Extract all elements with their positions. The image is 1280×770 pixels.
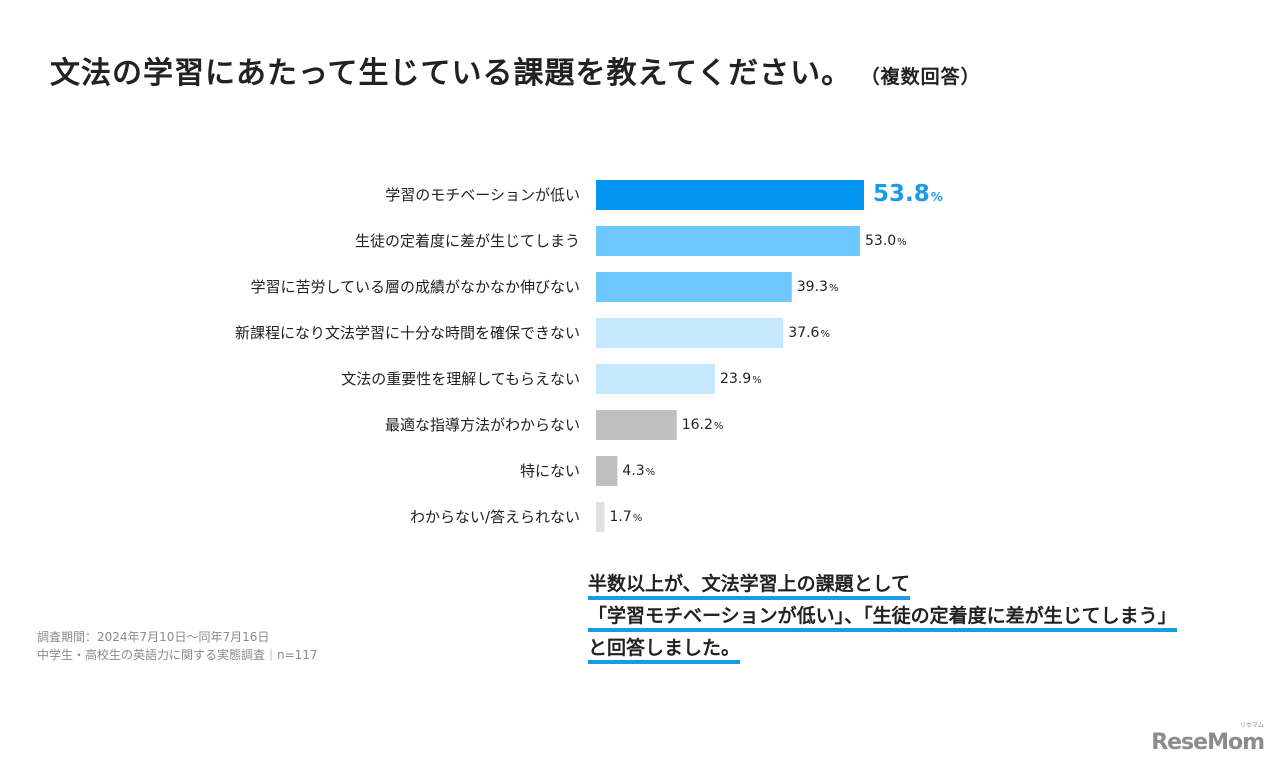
bar-6 [596, 410, 677, 440]
chart-subtitle: （複数回答） [870, 66, 981, 88]
category-label: 文法の重要性を理解してもらえない [341, 370, 580, 388]
chart-title: 文法の学習にあたって生じている課題を教えてください。 [50, 56, 853, 91]
resemom-logo: ReseMom リセマム [1151, 722, 1265, 755]
value-label: 1.7% [609, 509, 643, 525]
category-label: わからない/答えられない [409, 508, 580, 526]
value-label: 16.2% [681, 417, 724, 433]
category-label: 学習に苦労している層の成績がなかなか伸びない [250, 278, 580, 296]
value-label: 39.3% [796, 279, 839, 295]
summary-line-1: 半数以上が、文法学習上の課題として [588, 568, 1177, 600]
value-label: 37.6% [788, 325, 830, 341]
category-label: 最適な指導方法がわからない [384, 416, 580, 434]
bar-4 [596, 318, 784, 348]
page-title: 文法の学習にあたって生じている課題を教えてください。 （複数回答） [50, 48, 981, 92]
bar-8 [596, 502, 605, 532]
bar-2 [596, 226, 861, 256]
summary-line-3: と回答しました。 [588, 632, 1177, 664]
survey-info: 中学生・高校生の英語力に関する実態調査｜n=117 [37, 648, 318, 662]
value-label: 23.9% [720, 371, 762, 387]
summary-text: 半数以上が、文法学習上の課題として 「学習モチベーションが低い」、「生徒の定着度… [588, 568, 1177, 664]
value-label: 53.0% [865, 233, 907, 249]
category-label: 特にない [519, 462, 580, 480]
value-label: 53.8% [873, 181, 943, 207]
bar-1 [596, 180, 864, 210]
value-label: 4.3% [622, 463, 656, 479]
bar-7 [596, 456, 618, 486]
category-label: 新課程になり文法学習に十分な時間を確保できない [234, 324, 580, 342]
bar-5 [596, 364, 716, 394]
survey-period: 調査期間：2024年7月10日～同年7月16日 [37, 630, 270, 644]
summary-line-2: 「学習モチベーションが低い」、「生徒の定着度に差が生じてしまう」 [588, 600, 1177, 632]
category-label: 生徒の定着度に差が生じてしまう [354, 232, 580, 250]
footnote: 調査期間：2024年7月10日～同年7月16日 中学生・高校生の英語力に関する実… [37, 628, 318, 664]
bar-3 [596, 272, 792, 302]
bar-chart [596, 180, 864, 532]
category-label: 学習のモチベーションが低い [385, 186, 580, 204]
